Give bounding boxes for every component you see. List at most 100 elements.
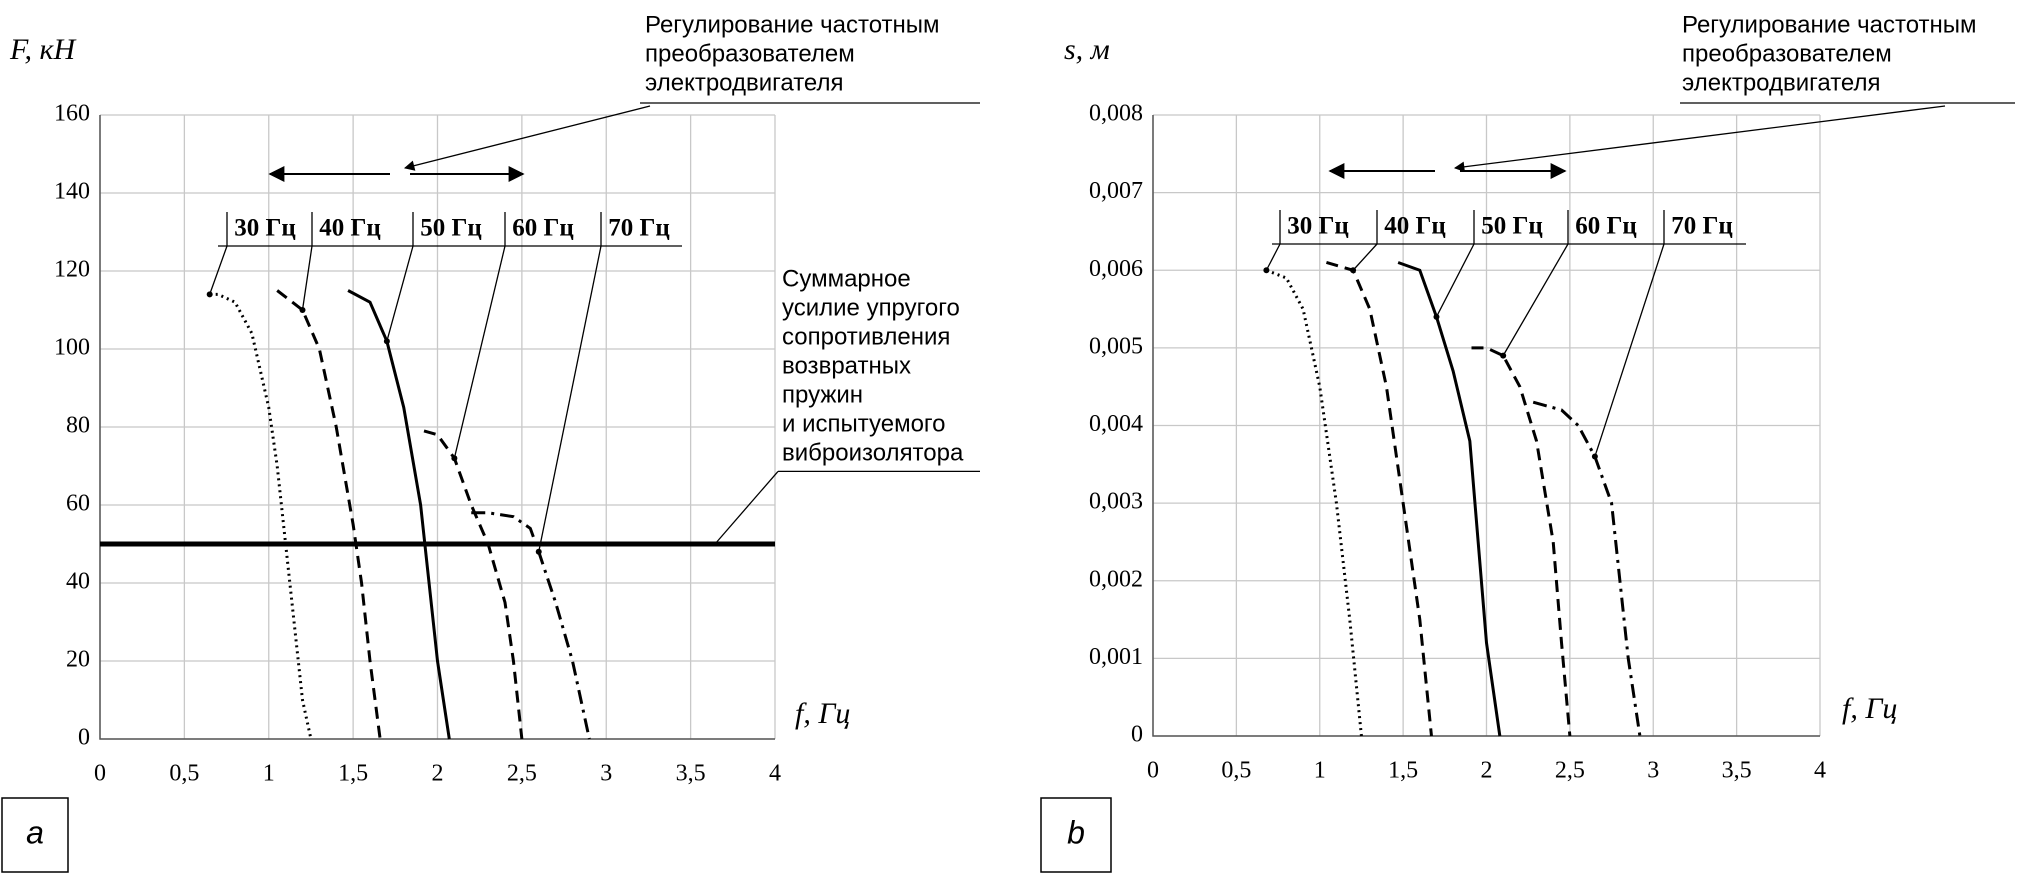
callout [714,470,779,545]
y-tick-label: 0 [1131,722,1143,748]
y-axis-label: s, м [1064,33,1110,66]
y-tick-label: 160 [54,101,90,127]
x-tick-label: 1,5 [1388,758,1418,784]
y-tick-label: 0,005 [1089,333,1143,359]
annotation: преобразователем [1682,40,1892,67]
panel-box [1040,797,1112,873]
legend-label: 60 Гц [512,215,574,242]
x-tick-label: 3,5 [1722,758,1752,784]
x-axis-label: f, Гц [795,697,850,730]
annotation: Регулирование частотным [645,11,940,38]
threshold-label: Суммарное [782,265,911,292]
leader [386,245,414,342]
y-tick-label: 120 [54,257,90,283]
x-tick-label: 2,5 [1555,758,1585,784]
panel-box [1,797,69,873]
x-tick-label: 2 [1481,758,1493,784]
y-tick-label: 100 [54,335,90,361]
series-line [423,429,524,740]
x-tick-label: 3,5 [676,761,706,787]
legend-label: 30 Гц [1287,213,1349,240]
leader [1435,243,1475,318]
leader [1502,243,1569,356]
leader [301,245,313,311]
leader-dot [535,548,542,555]
y-tick-label: 0,002 [1089,566,1143,592]
y-tick-label: 0,001 [1089,644,1143,670]
x-tick-label: 1 [1314,758,1326,784]
x-tick-label: 0 [94,761,106,787]
leader [453,245,506,459]
y-tick-label: 0,003 [1089,489,1143,515]
series-line [276,289,382,740]
leader-dot [1263,267,1270,274]
leader-dot [1350,267,1357,274]
legend-label: 60 Гц [1575,213,1637,240]
x-tick-label: 2 [432,761,444,787]
y-tick-label: 80 [66,413,90,439]
leader-dot [1433,313,1440,320]
leader [209,245,228,295]
threshold-label: усилие упругого [782,294,960,321]
x-tick-label: 0 [1147,758,1159,784]
legend-label: 40 Гц [1384,213,1446,240]
y-tick-label: 0,004 [1089,411,1143,437]
callout [403,105,651,171]
series-line [1471,346,1572,737]
x-tick-label: 0,5 [1221,758,1251,784]
annotation: электродвигателя [645,69,843,96]
threshold-label: пружин [782,381,863,408]
x-tick-label: 1 [263,761,275,787]
leader-dot [451,455,458,462]
panel-label: b [1067,814,1085,850]
y-tick-label: 0,007 [1089,178,1143,204]
series-line [347,289,451,740]
x-tick-label: 4 [769,761,781,787]
annotation: электродвигателя [1682,69,1880,96]
x-tick-label: 4 [1814,758,1826,784]
leader [1265,243,1281,271]
threshold-label: виброизолятора [782,439,964,466]
y-axis-label: F, кН [9,33,77,66]
annotation: Регулирование частотным [1682,11,1977,38]
x-tick-label: 1,5 [338,761,368,787]
annotation: преобразователем [645,40,855,67]
x-tick-label: 2,5 [507,761,537,787]
series-line [1532,400,1642,737]
leader [1594,243,1665,457]
legend-label: 70 Гц [1671,213,1733,240]
y-tick-label: 40 [66,569,90,595]
x-axis-label: f, Гц [1842,692,1897,725]
legend-label: 50 Гц [420,215,482,242]
x-tick-label: 3 [600,761,612,787]
y-tick-label: 140 [54,179,90,205]
series-line [1326,261,1433,737]
x-tick-label: 0,5 [169,761,199,787]
y-tick-label: 0,008 [1089,101,1143,127]
y-tick-label: 20 [66,647,90,673]
threshold-label: и испытуемого [782,410,946,437]
axis [1152,115,1820,737]
leader [538,245,602,552]
legend-label: 30 Гц [234,215,296,242]
x-tick-label: 3 [1647,758,1659,784]
y-tick-label: 0 [78,725,90,751]
y-tick-label: 60 [66,491,90,517]
leader-dot [299,307,306,313]
series-line [209,292,313,740]
legend-label: 50 Гц [1481,213,1543,240]
leader-dot [1591,453,1598,460]
series-line [1397,261,1502,737]
panel-label: a [26,814,44,850]
leader-dot [1500,352,1507,359]
threshold-label: сопротивления [782,323,950,350]
leader [1352,243,1378,271]
y-tick-label: 0,006 [1089,256,1143,282]
leader-dot [383,338,390,345]
callout [1453,105,1946,172]
leader-dot [206,291,213,298]
legend-label: 70 Гц [608,215,670,242]
threshold-label: возвратных [782,352,911,379]
